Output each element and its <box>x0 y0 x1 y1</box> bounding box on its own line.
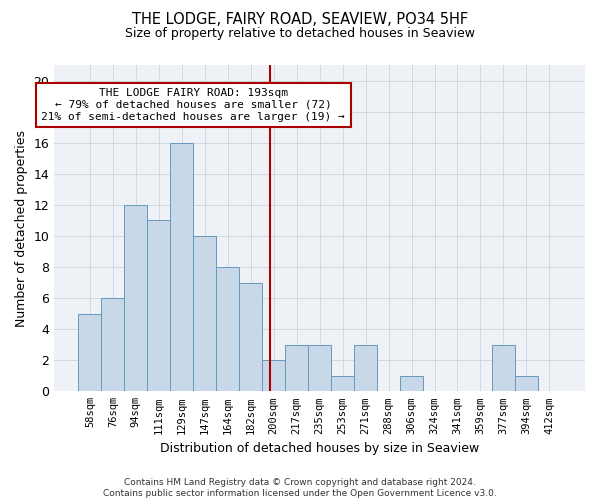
Text: Size of property relative to detached houses in Seaview: Size of property relative to detached ho… <box>125 28 475 40</box>
Bar <box>285 344 308 392</box>
Bar <box>331 376 354 392</box>
Bar <box>239 282 262 392</box>
Bar <box>354 344 377 392</box>
Bar <box>170 142 193 392</box>
Text: THE LODGE, FAIRY ROAD, SEAVIEW, PO34 5HF: THE LODGE, FAIRY ROAD, SEAVIEW, PO34 5HF <box>132 12 468 28</box>
Text: Contains HM Land Registry data © Crown copyright and database right 2024.
Contai: Contains HM Land Registry data © Crown c… <box>103 478 497 498</box>
Text: THE LODGE FAIRY ROAD: 193sqm
← 79% of detached houses are smaller (72)
21% of se: THE LODGE FAIRY ROAD: 193sqm ← 79% of de… <box>41 88 345 122</box>
Bar <box>124 205 148 392</box>
Bar <box>492 344 515 392</box>
Bar <box>148 220 170 392</box>
Bar <box>79 314 101 392</box>
Bar <box>262 360 285 392</box>
Bar <box>193 236 216 392</box>
Bar <box>400 376 423 392</box>
Bar <box>515 376 538 392</box>
Bar <box>101 298 124 392</box>
Bar <box>308 344 331 392</box>
Bar <box>216 267 239 392</box>
X-axis label: Distribution of detached houses by size in Seaview: Distribution of detached houses by size … <box>160 442 479 455</box>
Y-axis label: Number of detached properties: Number of detached properties <box>15 130 28 326</box>
